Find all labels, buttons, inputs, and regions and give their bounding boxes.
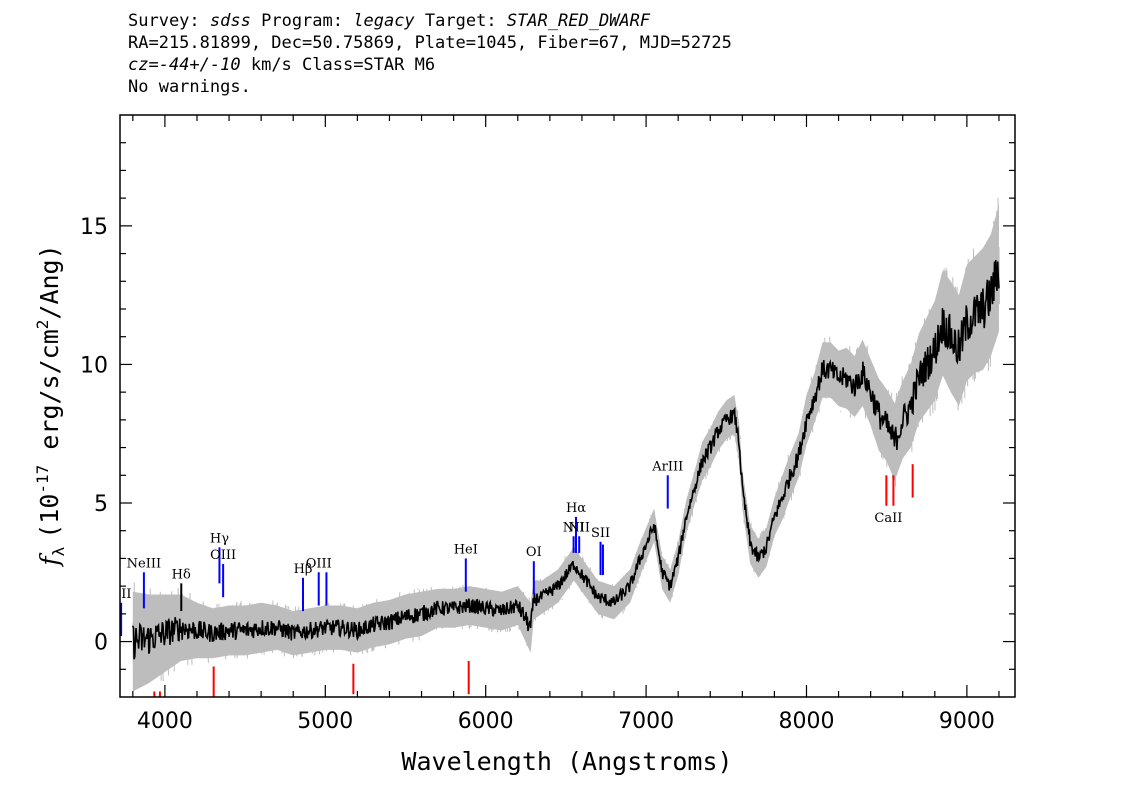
y-axis-unit-end: /Ang) [35, 244, 64, 319]
spectrum-line [132, 259, 1000, 660]
x-tick-label: 7000 [618, 709, 674, 734]
y-axis-symbol: f [35, 553, 64, 568]
target-value: STAR_RED_DWARF [506, 11, 651, 31]
y-axis-subscript: λ [49, 546, 68, 556]
header-line-1: Survey: sdss Program: legacy Target: STA… [128, 10, 732, 32]
emission-line-label: OII [111, 587, 132, 602]
x-tick-label: 6000 [458, 709, 514, 734]
emission-line-label: NII [568, 520, 590, 535]
y-tick-label: 10 [80, 353, 108, 378]
header-line-4: No warnings. [128, 77, 251, 97]
emission-line-label: OI [526, 545, 542, 560]
y-tick-label: 0 [94, 631, 108, 656]
header-line-3: cz=-44+/-10 km/s Class=STAR M6 [128, 54, 732, 76]
header-line-2: RA=215.81899, Dec=50.75869, Plate=1045, … [128, 33, 732, 53]
program-value: legacy [353, 11, 415, 31]
cz-value: -44+/-10 [158, 55, 241, 75]
x-tick-label: 5000 [297, 709, 353, 734]
y-axis-exponent: -17 [33, 465, 52, 494]
error-noise [132, 197, 1000, 684]
program-label: Program: [261, 11, 343, 31]
y-axis-title: fλ (10-17 erg/s/cm2/Ang) [33, 244, 68, 567]
axis-labels: 4000 5000 6000 7000 8000 9000 0 5 10 15 [80, 215, 995, 734]
plot-frame [119, 114, 1016, 698]
y-axis-unit-mid: erg/s/cm [35, 329, 64, 464]
survey-value: sdss [209, 11, 251, 31]
x-tick-label: 9000 [939, 709, 995, 734]
emission-line-label: OIII [306, 556, 332, 571]
x-tick-label: 4000 [137, 709, 193, 734]
emission-line-label: OIII [210, 548, 236, 563]
emission-line-label: Hγ [210, 531, 229, 546]
y-axis-exponent-2: 2 [33, 320, 52, 330]
emission-line-label: ArIII [651, 459, 683, 474]
spectrum-header: Survey: sdss Program: legacy Target: STA… [128, 10, 732, 98]
survey-label: Survey: [128, 11, 200, 31]
emission-line-label: SII [591, 526, 610, 541]
absorption-line-label: CaII [874, 511, 902, 526]
y-tick-label: 15 [80, 215, 108, 240]
class-info: km/s Class=STAR M6 [240, 55, 436, 75]
emission-line-label: HeI [454, 542, 478, 557]
x-tick-label: 8000 [778, 709, 834, 734]
target-label: Target: [424, 11, 497, 31]
y-tick-label: 5 [94, 492, 108, 517]
emission-line-label: Hβ [294, 562, 313, 577]
axis-ticks [120, 115, 1015, 697]
y-axis-unit-prefix: (10 [35, 494, 64, 539]
emission-line-label: NII [563, 520, 585, 535]
emission-line-label: Hδ [172, 567, 191, 582]
cz-label: cz= [128, 55, 159, 75]
x-axis-title: Wavelength (Angstroms) [401, 747, 732, 776]
emission-line-label: NeIII [127, 556, 161, 571]
emission-line-label: Hα [566, 501, 586, 516]
